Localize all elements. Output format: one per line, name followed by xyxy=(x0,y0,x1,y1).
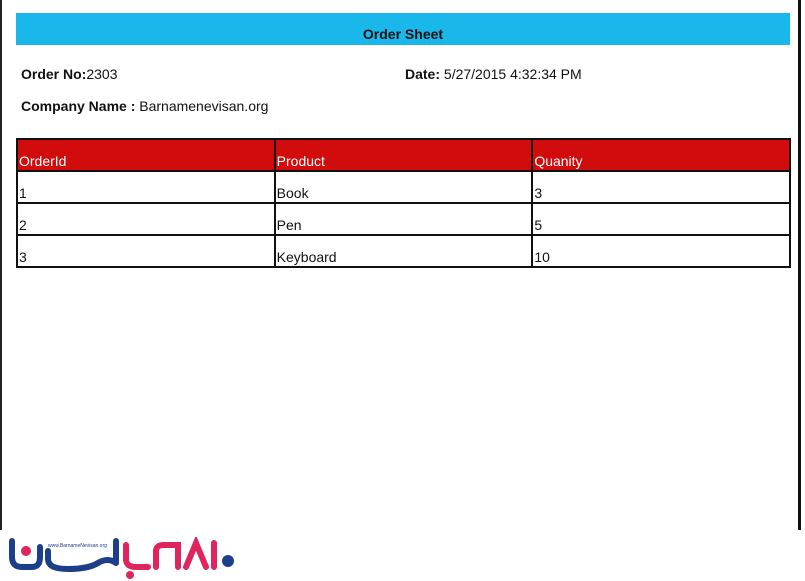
order-number: Order No:2303 xyxy=(21,66,118,82)
order-table: OrderId Product Quanity 1 Book 3 2 Pen 5… xyxy=(16,138,791,268)
date-value: 5/27/2015 4:32:34 PM xyxy=(443,66,582,82)
cell-orderid: 1 xyxy=(16,170,276,204)
order-number-label: Order No: xyxy=(21,66,87,82)
table-row: 1 Book 3 xyxy=(16,170,791,204)
table-row: 3 Keyboard 10 xyxy=(16,234,791,268)
company-label: Company Name : xyxy=(21,98,136,114)
document-page: Order Sheet Order No:2303 Date: 5/27/201… xyxy=(0,0,801,530)
cell-quantity: 3 xyxy=(531,170,791,204)
order-date: Date: 5/27/2015 4:32:34 PM xyxy=(405,66,582,82)
cell-orderid: 3 xyxy=(16,234,276,268)
page-title: Order Sheet xyxy=(16,13,790,45)
column-header-orderid: OrderId xyxy=(16,138,276,172)
cell-quantity: 5 xyxy=(531,202,791,236)
order-number-value: 2303 xyxy=(86,66,118,82)
cell-product: Pen xyxy=(273,202,534,236)
cell-product: Keyboard xyxy=(273,234,534,268)
logo-url-text: www.BarnameNevisan.org xyxy=(48,543,107,549)
column-header-product: Product xyxy=(273,138,534,172)
column-header-quantity: Quanity xyxy=(531,138,791,172)
table-row: 2 Pen 5 xyxy=(16,202,791,236)
date-label: Date: xyxy=(405,66,441,82)
cell-orderid: 2 xyxy=(16,202,276,236)
table-header-row: OrderId Product Quanity xyxy=(16,138,791,172)
cell-product: Book xyxy=(273,170,534,204)
barnamenevisan-logo: www.BarnameNevisan.org xyxy=(9,537,234,579)
cell-quantity: 10 xyxy=(531,234,791,268)
company-value: Barnamenevisan.org xyxy=(139,98,269,114)
company-name: Company Name : Barnamenevisan.org xyxy=(21,98,268,114)
